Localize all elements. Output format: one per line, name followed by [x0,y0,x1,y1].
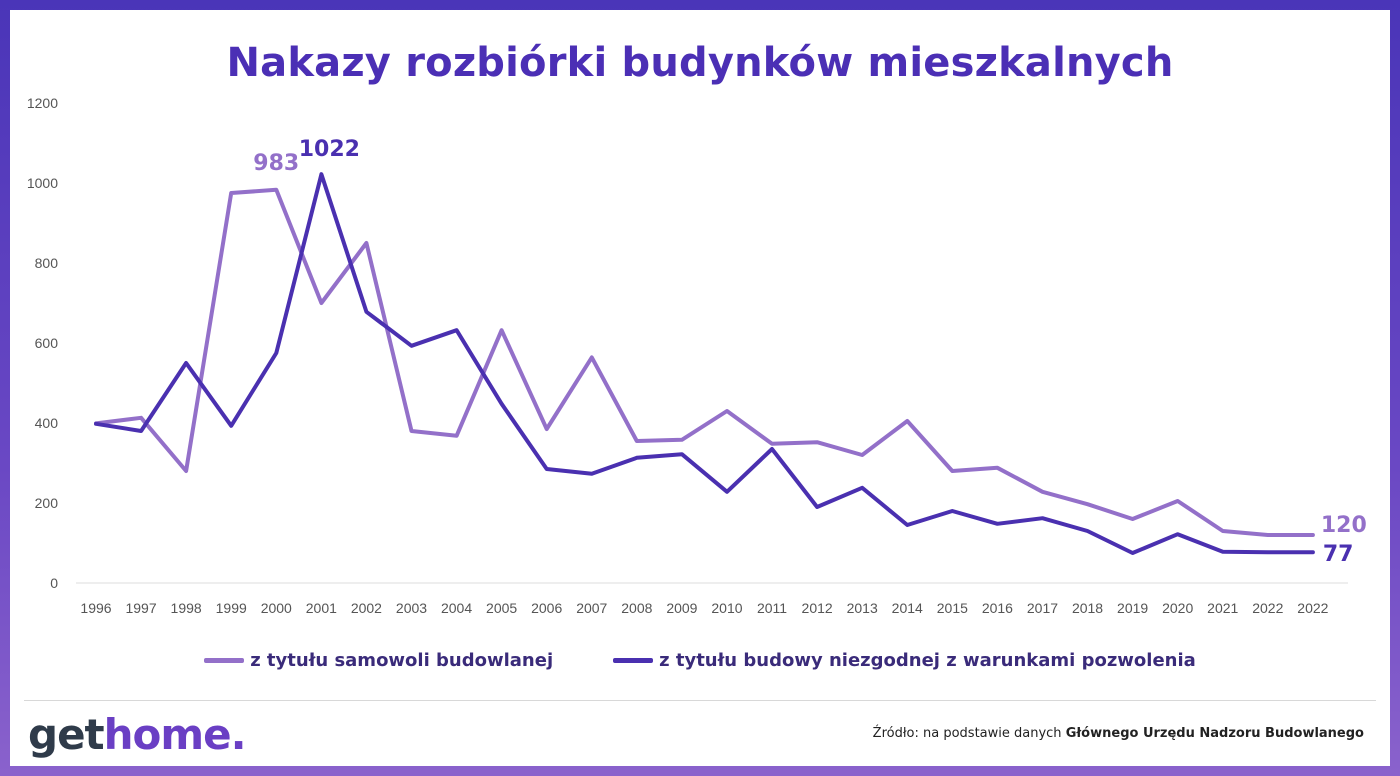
x-tick-label: 1996 [80,600,111,616]
x-tick-label: 2022 [1297,600,1328,616]
logo-dot: . [230,710,247,759]
data-label: 983 [253,151,299,176]
x-tick-label: 2008 [621,600,652,616]
data-label: 120 [1321,513,1367,538]
x-tick-label: 2012 [802,600,833,616]
legend-item-samowola: z tytułu samowoli budowlanej [204,650,553,671]
x-tick-label: 2004 [441,600,472,616]
x-tick-label: 2021 [1207,600,1238,616]
series-line-0 [94,187,1315,537]
legend-swatch-dark [613,658,654,663]
x-tick-label: 2022 [1252,600,1283,616]
x-tick-label: 1998 [171,600,202,616]
x-tick-label: 2019 [1117,600,1148,616]
x-tick-label: 2001 [306,600,337,616]
x-tick-label: 2002 [351,600,382,616]
source-prefix: Źródło: na podstawie danych [872,726,1066,741]
chart-card: Nakazy rozbiórki budynków mieszkalnych 0… [10,10,1390,766]
line-chart: 0 200 400 600 800 1000 1200 1996 1997 1998 1999 200… [27,95,1367,616]
y-tick-label: 200 [35,495,59,511]
logo-part-get: get [28,710,105,759]
x-tick-label: 2009 [666,600,697,616]
y-tick-label: 0 [50,575,58,591]
x-tick-label: 2011 [757,600,787,616]
x-tick-label: 2007 [576,600,607,616]
y-tick-label: 600 [35,335,59,351]
y-tick-label: 1000 [27,175,58,191]
x-tick-label: 2013 [847,600,878,616]
legend-label-samowola: z tytułu samowoli budowlanej [250,650,554,671]
logo-part-home: home [103,710,232,759]
data-label: 1022 [299,137,360,162]
series-line-1 [94,172,1315,555]
chart-title: Nakazy rozbiórki budynków mieszkalnych [226,40,1174,86]
y-tick-label: 1200 [27,95,58,111]
legend-swatch-light [204,658,245,663]
x-tick-label: 2010 [711,600,742,616]
x-tick-label: 2020 [1162,600,1193,616]
x-tick-label: 2016 [982,600,1013,616]
legend-item-niezgodna: z tytułu budowy niezgodnej z warunkami p… [613,650,1196,671]
data-label: 77 [1323,542,1354,567]
x-tick-label: 2003 [396,600,427,616]
x-tick-label: 1997 [125,600,156,616]
footer-divider [24,700,1376,701]
gethome-logo: gethome. [28,710,247,759]
legend-label-niezgodna: z tytułu budowy niezgodnej z warunkami p… [659,650,1196,671]
x-tick-label: 2014 [892,600,923,616]
x-tick-label: 1999 [216,600,247,616]
legend: z tytułu samowoli budowlanej z tytułu bu… [10,650,1390,671]
x-tick-label: 2000 [261,600,292,616]
x-tick-label: 2018 [1072,600,1103,616]
y-tick-label: 800 [35,255,59,271]
x-tick-label: 2005 [486,600,517,616]
source-institution: Głównego Urzędu Nadzoru Budowlanego [1065,726,1364,741]
x-tick-label: 2017 [1027,600,1058,616]
x-tick-label: 2015 [937,600,968,616]
source-note: Źródło: na podstawie danych Głównego Urz… [873,726,1364,741]
x-tick-label: 2006 [531,600,562,616]
y-tick-label: 400 [35,415,59,431]
